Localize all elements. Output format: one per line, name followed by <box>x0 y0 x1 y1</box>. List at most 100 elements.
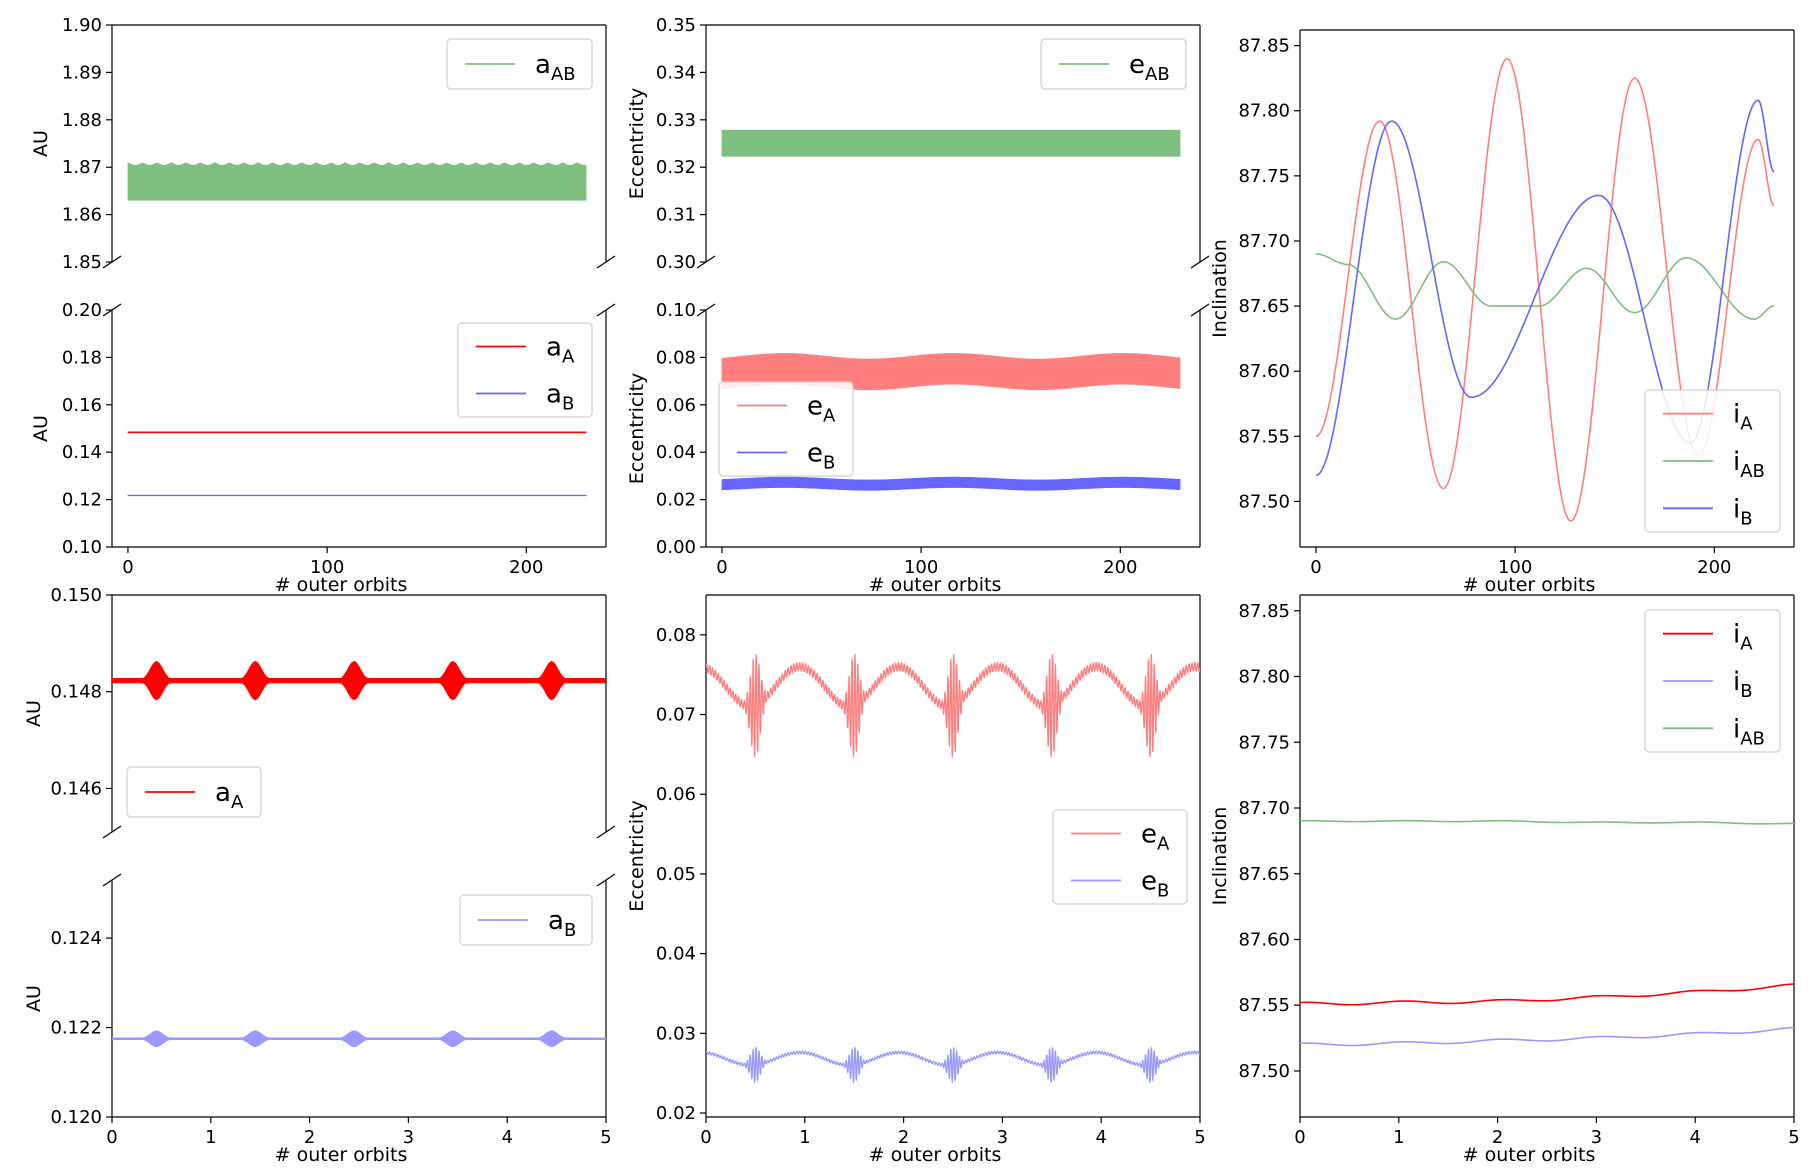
p1-upper-ytick-label: 1.87 <box>62 157 102 178</box>
p2-lower-ytick-label: 0.02 <box>656 490 696 511</box>
p4-lower-break-mark <box>102 873 122 887</box>
p4-upper-ytick-label: 0.146 <box>50 778 102 799</box>
p5-xlabel: # outer orbits <box>869 1144 1002 1166</box>
p1-lower-legend-label: aB <box>546 380 574 415</box>
p2-lower-ylabel: Eccentricity <box>626 373 648 485</box>
p1-lower-ytick-label: 0.16 <box>62 395 102 416</box>
p1-upper-ytick-label: 1.86 <box>62 205 102 226</box>
p6-ytick-label: 87.80 <box>1238 667 1290 688</box>
p5-ytick-label: 0.08 <box>656 625 696 646</box>
p2-lower-ytick-label: 0.10 <box>656 300 696 321</box>
p1-upper-ytick-label: 1.90 <box>62 15 102 36</box>
p3-ytick-label: 87.60 <box>1238 361 1290 382</box>
p5-ytick-label: 0.04 <box>656 944 696 965</box>
p6-i_B-line <box>1300 1026 1794 1047</box>
p6-xtick-label: 4 <box>1689 1127 1700 1148</box>
p2-upper-ytick-label: 0.31 <box>656 205 696 226</box>
p4-xtick-label: 0 <box>106 1127 117 1148</box>
p1-lower-legend-label: aA <box>546 333 575 368</box>
p5-e_A-line <box>706 653 1200 758</box>
p5-ytick-label: 0.02 <box>656 1103 696 1124</box>
p5-xtick-label: 5 <box>1194 1127 1205 1148</box>
p4-xtick-label: 2 <box>304 1127 315 1148</box>
p5-ylabel: Eccentricity <box>626 800 648 912</box>
p2-lower-legend-label: eA <box>807 392 836 427</box>
p4-upper-ytick-label: 0.148 <box>50 682 102 703</box>
p2-xtick-label: 0 <box>716 557 727 578</box>
p3-ytick-label: 87.65 <box>1238 296 1290 317</box>
p2-lower-break-mark <box>696 303 716 317</box>
p2-lower-ytick-label: 0.04 <box>656 442 696 463</box>
p1-a_AB-band <box>127 161 587 201</box>
p4-lower-legend-label: aB <box>548 906 576 941</box>
p3-ytick-label: 87.80 <box>1238 101 1290 122</box>
p6-xtick-label: 1 <box>1393 1127 1404 1148</box>
p2-upper-ylabel: Eccentricity <box>626 88 648 200</box>
p1-a_B-line <box>127 494 587 497</box>
p1-lower-ytick-label: 0.10 <box>62 537 102 558</box>
p1-xtick-label: 200 <box>509 557 543 578</box>
p2-upper-ytick-label: 0.35 <box>656 15 696 36</box>
p1-a_A-line <box>127 431 587 434</box>
p6-legend-label: iA <box>1733 620 1753 655</box>
p6-ytick-label: 87.60 <box>1238 929 1290 950</box>
p2-xtick-label: 100 <box>904 557 938 578</box>
p5-ytick-label: 0.07 <box>656 705 696 726</box>
p3-i_AB-line <box>1315 253 1775 320</box>
p4-a_A-line <box>112 660 606 701</box>
p5-ytick-label: 0.06 <box>656 784 696 805</box>
p3-ytick-label: 87.50 <box>1238 491 1290 512</box>
p6-xtick-label: 2 <box>1492 1127 1503 1148</box>
p1-lower-ytick-label: 0.20 <box>62 300 102 321</box>
p6-ytick-label: 87.55 <box>1238 995 1290 1016</box>
p3-legend-label: iAB <box>1733 447 1765 482</box>
p3-ytick-label: 87.75 <box>1238 166 1290 187</box>
p1-upper-ytick-label: 1.85 <box>62 252 102 273</box>
p5-e_B-line <box>706 1046 1200 1083</box>
p4-upper-ytick-label: 0.150 <box>50 585 102 606</box>
p2-upper-ytick-label: 0.33 <box>656 110 696 131</box>
p4-xtick-label: 1 <box>205 1127 216 1148</box>
p6-ytick-label: 87.75 <box>1238 732 1290 753</box>
p6-ytick-label: 87.70 <box>1238 798 1290 819</box>
p5-xtick-label: 4 <box>1095 1127 1106 1148</box>
p5-legend-label: eB <box>1141 867 1169 902</box>
p2-upper-break-mark <box>1190 255 1210 269</box>
p6-xtick-label: 3 <box>1591 1127 1602 1148</box>
p1-upper-ytick-label: 1.88 <box>62 110 102 131</box>
p4-lower-ylabel: AU <box>23 985 45 1012</box>
p6-legend-label: iB <box>1733 667 1753 702</box>
p3-xlabel: # outer orbits <box>1463 574 1596 596</box>
p2-upper-ytick-label: 0.34 <box>656 62 696 83</box>
p4-lower-break-mark <box>596 873 616 887</box>
p1-upper-legend-label: aAB <box>535 50 576 85</box>
p1-upper-legend <box>446 38 593 90</box>
p6-ytick-label: 87.50 <box>1238 1061 1290 1082</box>
p6-xlabel: # outer orbits <box>1463 1144 1596 1166</box>
p3-xtick-label: 200 <box>1697 557 1731 578</box>
p4-xtick-label: 3 <box>403 1127 414 1148</box>
p1-xtick-label: 100 <box>310 557 344 578</box>
p2-upper-ytick-label: 0.30 <box>656 252 696 273</box>
p1-lower-break-mark <box>596 303 616 317</box>
p2-upper-break-mark <box>696 255 716 269</box>
p1-lower-break-mark <box>102 303 122 317</box>
p1-lower-ytick-label: 0.18 <box>62 347 102 368</box>
p2-e_AB-band <box>721 129 1181 157</box>
p2-xlabel: # outer orbits <box>869 574 1002 596</box>
p5-xtick-label: 2 <box>898 1127 909 1148</box>
p1-xtick-label: 0 <box>122 557 133 578</box>
p6-i_A-line <box>1300 983 1794 1006</box>
p1-upper-break-mark <box>102 255 122 269</box>
p2-upper-legend-label: eAB <box>1129 50 1170 85</box>
p6-ylabel: Inclination <box>1209 807 1231 906</box>
p6-xtick-label: 0 <box>1294 1127 1305 1148</box>
p4-lower-ytick-label: 0.122 <box>50 1018 102 1039</box>
p2-upper-legend <box>1040 38 1187 90</box>
p2-xtick-label: 200 <box>1103 557 1137 578</box>
p1-lower-ylabel: AU <box>30 415 52 442</box>
p1-lower-ytick-label: 0.14 <box>62 442 102 463</box>
p3-ytick-label: 87.55 <box>1238 426 1290 447</box>
p6-ytick-label: 87.65 <box>1238 864 1290 885</box>
